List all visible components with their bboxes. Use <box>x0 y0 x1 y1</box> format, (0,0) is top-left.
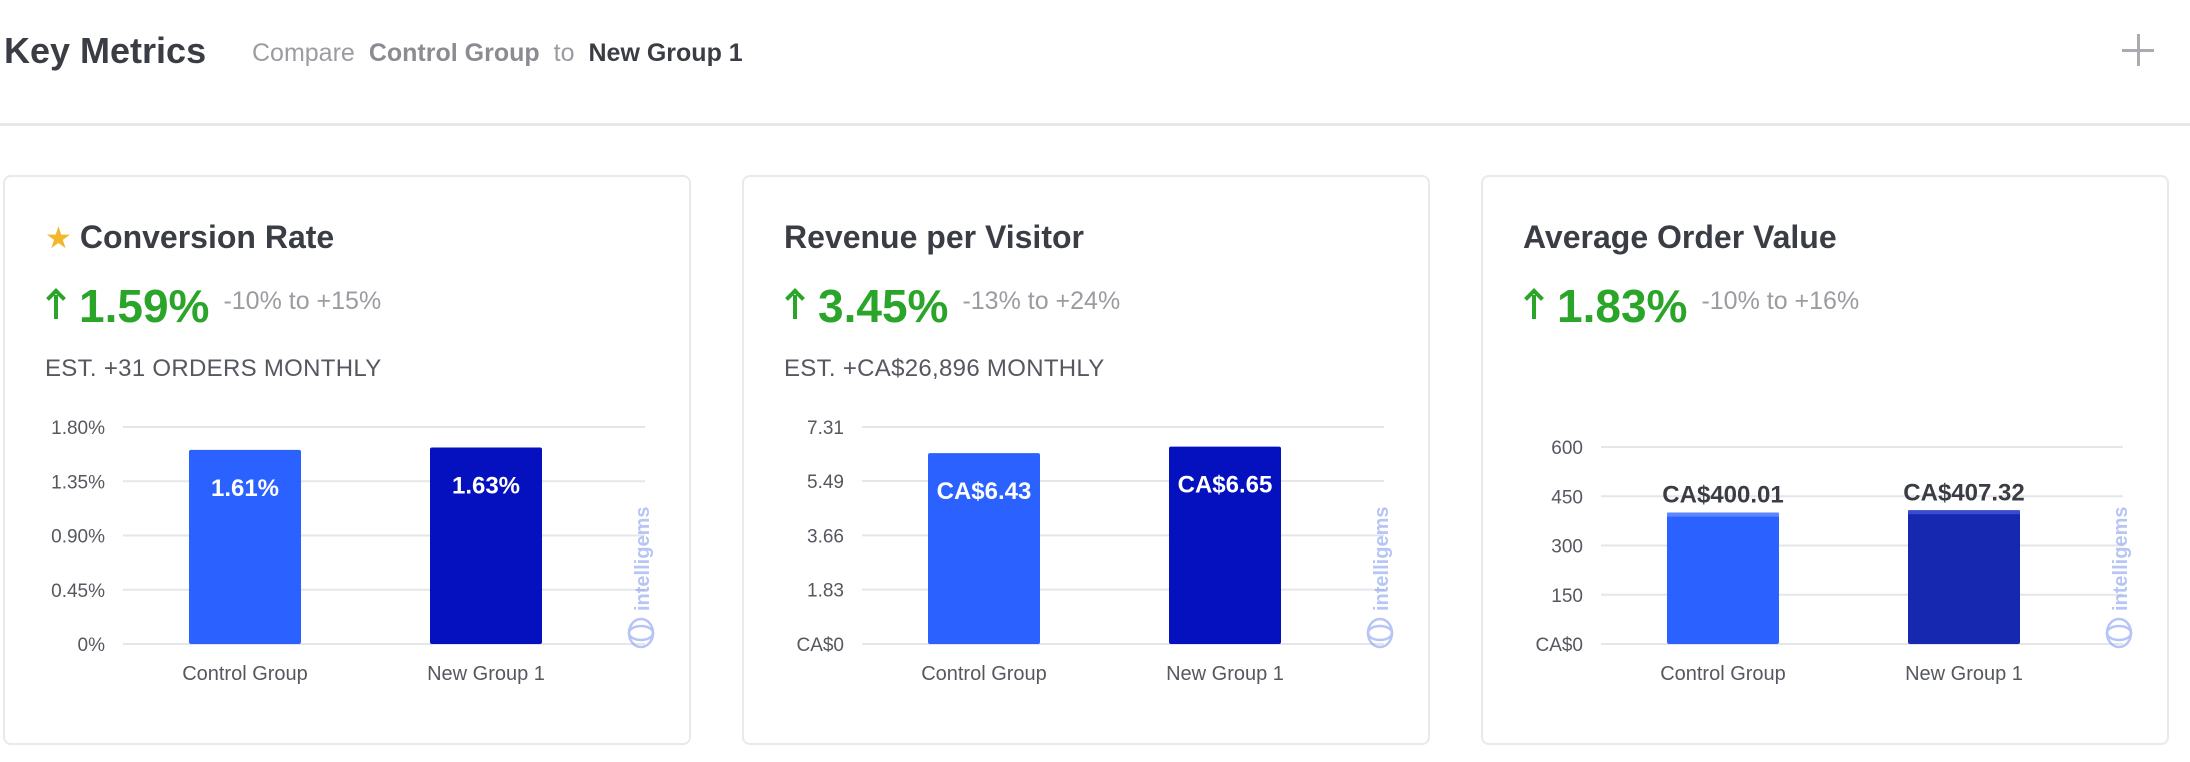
bar-value-label: CA$6.43 <box>937 478 1032 505</box>
conversion-rate-card: ★ Conversion Rate 1.59% -10% to +15% EST. … <box>3 175 691 745</box>
x-category-label: Control Group <box>182 663 308 685</box>
bar-value-label: CA$400.01 <box>1662 482 1783 509</box>
y-tick-label: 150 <box>1551 586 1583 607</box>
lift-summary: 1.59% -10% to +15% <box>45 279 381 333</box>
lift-percent: 1.83% <box>1557 280 1688 332</box>
intelligems-logo: intelligems <box>2105 507 2133 649</box>
star-icon[interactable]: ★ <box>45 222 72 255</box>
bar-control-group[interactable] <box>1667 512 1779 644</box>
compare-label: Compare <box>252 39 355 67</box>
y-tick-label: 0.90% <box>51 527 105 548</box>
bar-new-group-1[interactable] <box>430 447 542 644</box>
average-order-value-chart: CA$0 150 300 450 600 CA$400.01 Control Group CA… <box>1535 438 2133 685</box>
y-tick-label: 1.83 <box>807 581 844 602</box>
y-tick-label: 300 <box>1551 537 1583 558</box>
plus-icon[interactable] <box>2118 30 2158 70</box>
conversion-rate-chart: 0% 0.45% 0.90% 1.35% 1.80% 1.61% Control Group… <box>51 418 655 685</box>
y-tick-label: 5.49 <box>807 472 844 493</box>
average-order-value-card: Average Order Value 1.83% -10% to +16% CA… <box>1481 175 2169 745</box>
bar-control-group[interactable] <box>189 449 301 644</box>
svg-text:intelligems: intelligems <box>2110 507 2132 611</box>
card-title: Average Order Value <box>1523 219 1837 256</box>
y-tick-label: 1.35% <box>51 472 105 493</box>
y-tick-label: 3.66 <box>807 526 844 547</box>
bar-cap <box>1908 510 2020 515</box>
bar-value-label: CA$6.65 <box>1178 472 1273 499</box>
monthly-estimate: EST. +31 ORDERS MONTHLY <box>45 355 382 382</box>
page-title: Key Metrics <box>4 30 207 71</box>
arrow-up-icon <box>784 289 806 319</box>
x-category-label: New Group 1 <box>1166 663 1284 685</box>
bar-control-group[interactable] <box>928 453 1040 644</box>
monthly-estimate: EST. +CA$26,896 MONTHLY <box>784 355 1105 382</box>
lift-range: -10% to +16% <box>1701 287 1860 315</box>
x-category-label: New Group 1 <box>427 663 545 685</box>
bar-new-group-1[interactable] <box>1908 510 2020 644</box>
card-title: ★ Conversion Rate <box>45 219 334 256</box>
compare-selector: Compare Control Group to New Group 1 <box>252 39 743 68</box>
control-group-select[interactable]: Control Group <box>368 39 540 67</box>
variant-group-select[interactable]: New Group 1 <box>588 39 743 67</box>
bar-cap <box>1667 512 1779 517</box>
to-label: to <box>553 39 575 67</box>
y-tick-label: 450 <box>1551 487 1583 508</box>
lift-range: -13% to +24% <box>962 287 1121 315</box>
y-tick-label: 600 <box>1551 438 1583 459</box>
bar-value-label: 1.61% <box>211 475 279 502</box>
card-title-label: Revenue per Visitor <box>784 219 1084 255</box>
y-tick-label: 0% <box>78 635 106 656</box>
x-category-label: Control Group <box>921 663 1047 685</box>
x-category-label: Control Group <box>1660 663 1786 685</box>
y-tick-label: 0.45% <box>51 581 105 602</box>
y-tick-label: 7.31 <box>807 418 844 439</box>
x-category-label: New Group 1 <box>1905 663 2023 685</box>
lift-range: -10% to +15% <box>223 287 382 315</box>
revenue-per-visitor-card: Revenue per Visitor 3.45% -13% to +24% ES… <box>742 175 1430 745</box>
lift-summary: 3.45% -13% to +24% <box>784 279 1120 333</box>
svg-text:intelligems: intelligems <box>632 507 654 611</box>
lift-percent: 3.45% <box>818 280 949 332</box>
card-title: Revenue per Visitor <box>784 219 1084 256</box>
card-title-label: Conversion Rate <box>79 219 335 255</box>
card-title-label: Average Order Value <box>1523 219 1837 255</box>
arrow-up-icon <box>1523 289 1545 319</box>
y-tick-label: 1.80% <box>51 418 105 439</box>
revenue-per-visitor-chart: CA$0 1.83 3.66 5.49 7.31 CA$6.43 Control Group… <box>796 418 1394 685</box>
lift-summary: 1.83% -10% to +16% <box>1523 279 1859 333</box>
key-metrics-header: Key Metrics Compare Control Group to New Gr… <box>0 0 2190 126</box>
intelligems-logo: intelligems <box>1366 507 1394 649</box>
arrow-up-icon <box>45 289 67 319</box>
bar-value-label: 1.63% <box>452 472 520 499</box>
bar-new-group-1[interactable] <box>1169 446 1281 644</box>
y-tick-label: CA$0 <box>1535 635 1583 656</box>
lift-percent: 1.59% <box>79 280 210 332</box>
y-tick-label: CA$0 <box>796 635 844 656</box>
svg-text:intelligems: intelligems <box>1371 507 1393 611</box>
intelligems-logo: intelligems <box>627 507 655 649</box>
bar-value-label: CA$407.32 <box>1903 479 2024 506</box>
